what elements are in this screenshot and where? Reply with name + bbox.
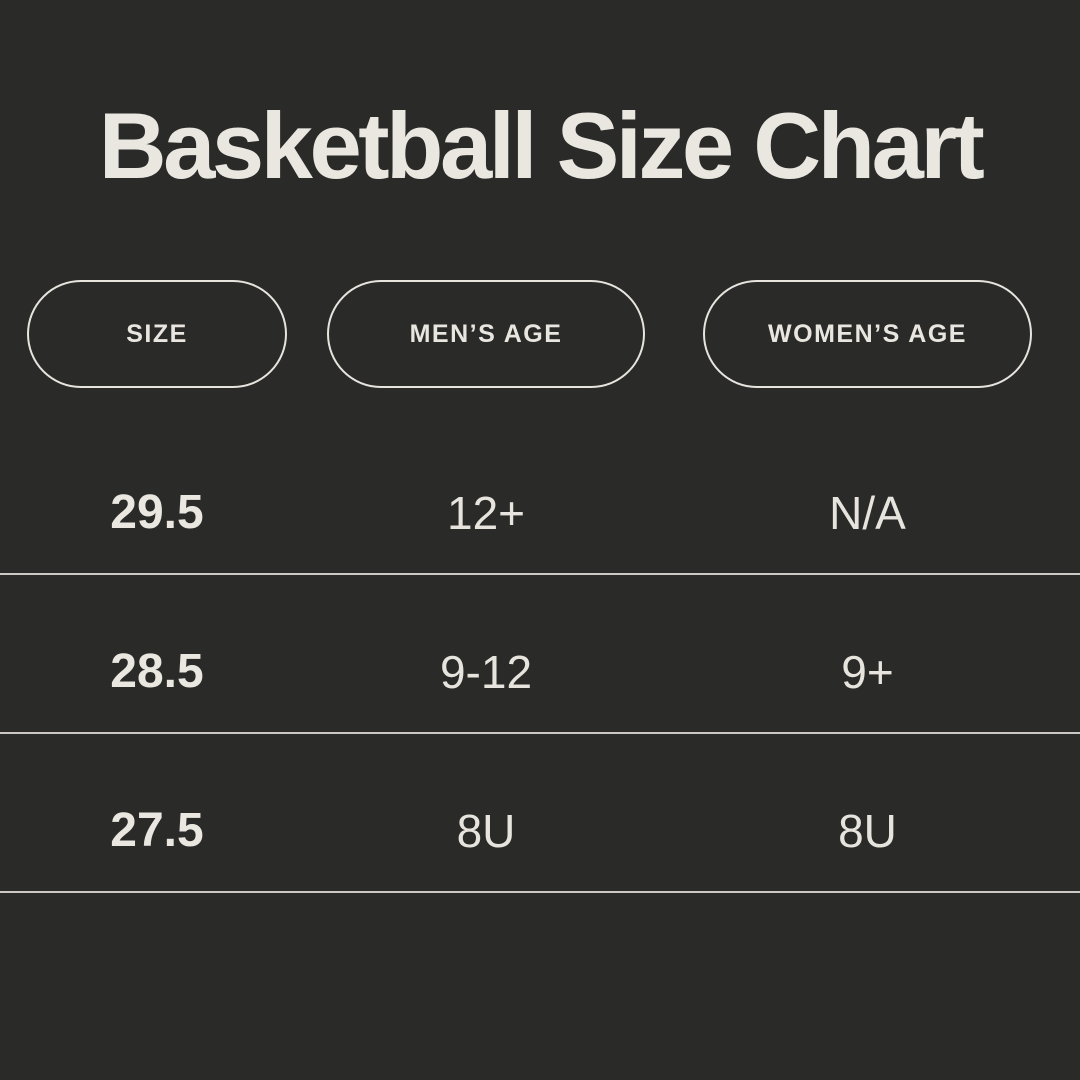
column-header-label-womens-age: WOMEN’S AGE	[768, 319, 967, 348]
size-table: 29.5 12+ N/A 28.5 9-12 9+ 27.5 8U 8U	[0, 416, 1080, 893]
mens-age-value: 12+	[446, 486, 526, 539]
table-row-28-5: 28.5 9-12 9+	[0, 575, 1080, 734]
mens-age-value: 8U	[456, 804, 516, 857]
column-header-label-size: SIZE	[126, 319, 188, 348]
column-header-pill-womens-age: WOMEN’S AGE	[703, 280, 1032, 388]
page-title: Basketball Size Chart	[98, 93, 985, 198]
table-row-27-5: 27.5 8U 8U	[0, 734, 1080, 893]
table-header-row: SIZE MEN’S AGE WOMEN’S AGE	[0, 280, 1080, 388]
column-header-label-mens-age: MEN’S AGE	[409, 319, 563, 348]
womens-age-value: N/A	[829, 486, 906, 539]
womens-age-value: 8U	[838, 804, 897, 857]
womens-age-value: 9+	[841, 645, 894, 698]
size-value: 29.5	[110, 486, 204, 539]
mens-age-value: 9-12	[439, 645, 533, 698]
column-header-pill-mens-age: MEN’S AGE	[327, 280, 645, 388]
size-value: 28.5	[110, 645, 204, 698]
table-row-29-5: 29.5 12+ N/A	[0, 416, 1080, 575]
size-value: 27.5	[110, 804, 204, 857]
column-header-pill-size: SIZE	[27, 280, 287, 388]
